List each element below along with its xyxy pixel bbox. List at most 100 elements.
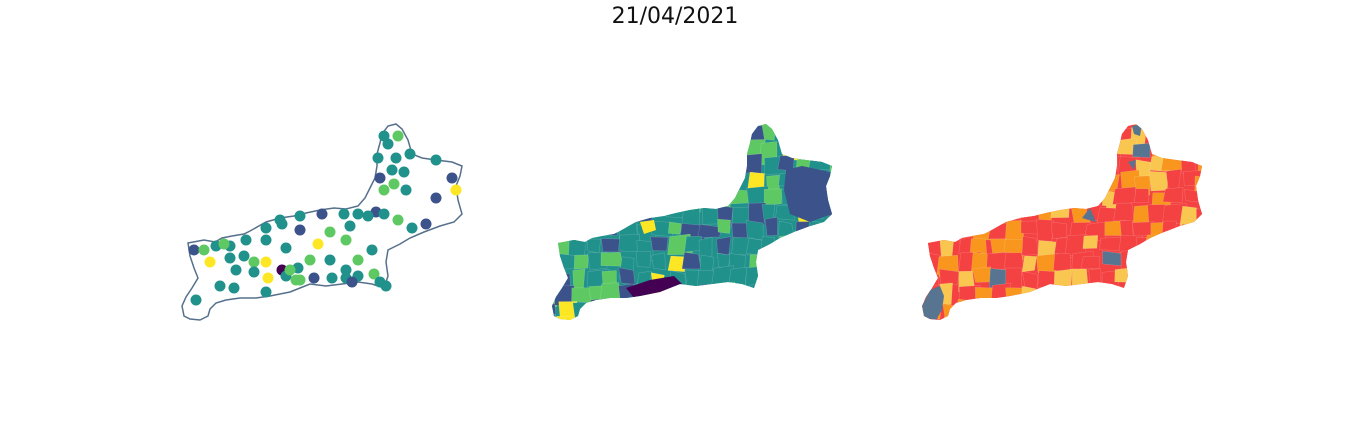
municipality-region bbox=[826, 224, 832, 239]
municipality-region bbox=[1085, 315, 1101, 320]
municipality-region bbox=[988, 173, 1009, 197]
municipality-region bbox=[944, 316, 959, 320]
municipality-region bbox=[745, 315, 759, 320]
municipality-region bbox=[665, 175, 685, 190]
municipality-point bbox=[386, 164, 398, 176]
municipality-region bbox=[1136, 301, 1155, 316]
municipality-region bbox=[1007, 319, 1031, 320]
municipality-region bbox=[759, 318, 779, 320]
municipality-region bbox=[989, 124, 1003, 144]
municipality-region bbox=[680, 299, 694, 320]
municipality-point bbox=[294, 224, 306, 236]
municipality-region bbox=[970, 141, 994, 160]
municipality-point bbox=[344, 220, 356, 232]
municipality-region bbox=[778, 110, 797, 124]
municipality-region bbox=[795, 138, 816, 153]
municipality-point bbox=[340, 264, 352, 276]
municipality-region bbox=[1017, 299, 1037, 314]
municipality-region bbox=[588, 187, 606, 210]
municipality-region bbox=[1182, 110, 1197, 120]
municipality-region bbox=[922, 139, 942, 155]
municipality-region bbox=[763, 286, 783, 305]
municipality-region bbox=[602, 158, 627, 181]
municipality-point bbox=[390, 152, 402, 164]
municipality-region bbox=[726, 141, 749, 156]
municipality-region bbox=[1146, 124, 1164, 137]
municipality-region bbox=[956, 140, 973, 158]
municipality-region bbox=[939, 268, 960, 285]
municipality-region bbox=[960, 188, 976, 207]
municipality-region bbox=[654, 301, 672, 320]
municipality-region bbox=[650, 236, 669, 252]
municipality-region bbox=[1082, 208, 1096, 222]
municipality-region bbox=[1168, 271, 1189, 292]
municipality-region bbox=[814, 253, 832, 269]
municipality-point bbox=[372, 152, 384, 164]
municipality-region bbox=[985, 191, 1007, 211]
municipality-region bbox=[1148, 171, 1169, 192]
municipality-point bbox=[346, 276, 358, 288]
municipality-region bbox=[619, 188, 640, 203]
municipality-region bbox=[1071, 124, 1091, 125]
municipality-region bbox=[1019, 125, 1040, 143]
municipality-region bbox=[1071, 138, 1092, 163]
municipality-point bbox=[284, 264, 296, 276]
municipality-region bbox=[552, 253, 577, 270]
municipality-region bbox=[667, 141, 688, 164]
municipality-point bbox=[260, 286, 272, 298]
municipality-region bbox=[798, 253, 815, 268]
municipality-region bbox=[1199, 300, 1202, 316]
municipality-region bbox=[1098, 303, 1118, 320]
municipality-region bbox=[922, 219, 925, 238]
municipality-point bbox=[420, 218, 432, 230]
municipality-region bbox=[975, 287, 994, 306]
municipality-region bbox=[685, 157, 710, 181]
municipality-region bbox=[601, 187, 617, 203]
municipality-region bbox=[1040, 186, 1064, 201]
municipality-point bbox=[352, 254, 364, 266]
municipality-region bbox=[1054, 175, 1075, 198]
municipality-region bbox=[1115, 287, 1136, 309]
municipality-region bbox=[1197, 159, 1202, 181]
municipality-region bbox=[557, 110, 571, 123]
municipality-region bbox=[697, 124, 716, 127]
municipality-region bbox=[599, 282, 622, 306]
municipality-region bbox=[1119, 124, 1139, 126]
municipality-region bbox=[1100, 125, 1123, 149]
municipality-region bbox=[971, 318, 987, 320]
municipality-region bbox=[732, 124, 753, 143]
municipality-region bbox=[652, 127, 672, 149]
municipality-region bbox=[702, 171, 727, 187]
municipality-region bbox=[824, 126, 832, 141]
risk-choropleth-map bbox=[922, 110, 1202, 320]
municipality-region bbox=[632, 299, 653, 318]
municipality-region bbox=[554, 157, 570, 180]
municipality-point bbox=[430, 192, 442, 204]
municipality-region bbox=[602, 143, 618, 166]
municipality-region bbox=[1163, 239, 1179, 261]
municipality-region bbox=[1000, 300, 1018, 316]
municipality-region bbox=[622, 154, 645, 178]
municipality-region bbox=[713, 170, 733, 191]
municipality-region bbox=[621, 172, 641, 193]
municipality-region bbox=[1197, 127, 1202, 147]
municipality-region bbox=[552, 237, 559, 253]
municipality-region bbox=[1117, 298, 1139, 315]
municipality-region bbox=[1035, 141, 1061, 157]
municipality-region bbox=[633, 126, 655, 149]
municipality-point bbox=[404, 148, 416, 160]
municipality-region bbox=[1198, 124, 1202, 126]
municipality-region bbox=[552, 208, 560, 226]
municipality-region bbox=[726, 315, 743, 320]
municipality-region bbox=[940, 124, 961, 143]
municipality-region bbox=[1184, 188, 1201, 203]
municipality-region bbox=[975, 173, 991, 189]
municipality-region bbox=[968, 156, 992, 178]
municipality-point bbox=[382, 138, 394, 150]
municipality-region bbox=[973, 127, 988, 143]
municipality-region bbox=[750, 299, 771, 315]
municipality-region bbox=[626, 276, 682, 298]
municipality-region bbox=[1152, 124, 1174, 127]
municipality-region bbox=[640, 220, 656, 234]
municipality-point bbox=[378, 208, 390, 220]
